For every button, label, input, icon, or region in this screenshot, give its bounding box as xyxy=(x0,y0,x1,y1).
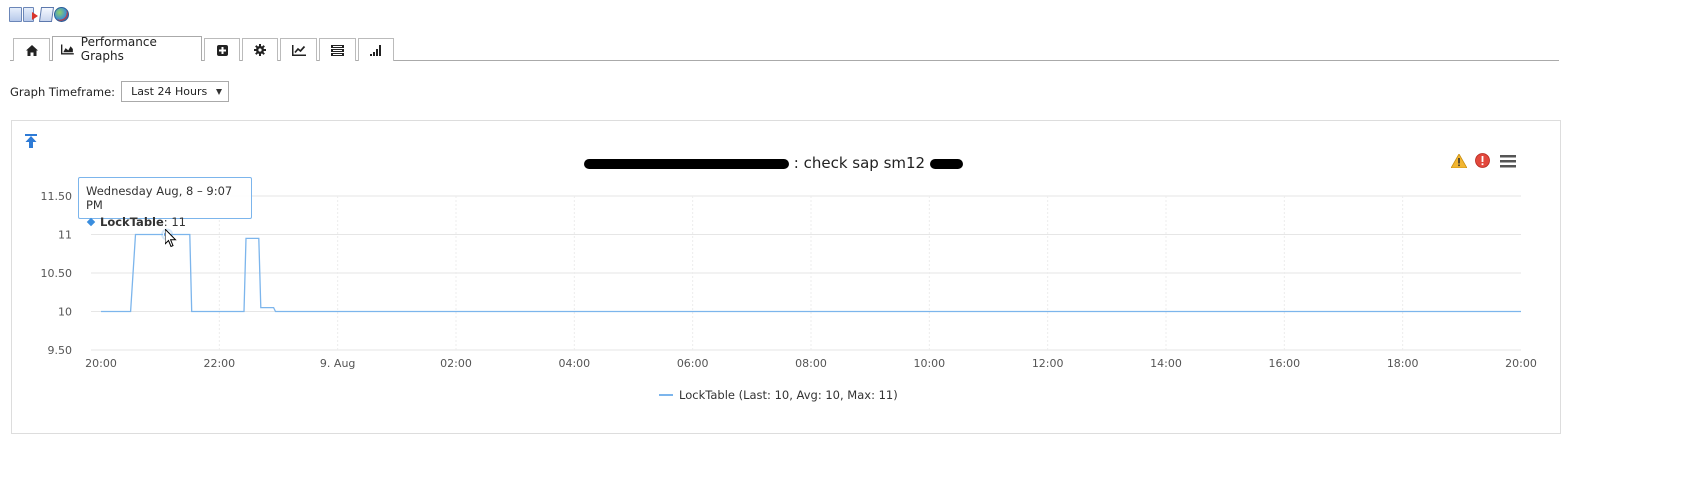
home-icon xyxy=(25,44,38,56)
series-line xyxy=(101,233,1521,313)
tab-signal[interactable] xyxy=(358,38,394,61)
x-tick-label: 02:00 xyxy=(440,357,472,370)
page-exit-icon[interactable] xyxy=(23,7,38,22)
tooltip-marker-icon xyxy=(86,217,96,227)
pin-icon[interactable] xyxy=(25,134,37,148)
x-tick-label: 9. Aug xyxy=(320,357,355,370)
x-tick-label: 12:00 xyxy=(1032,357,1064,370)
x-tick-label: 18:00 xyxy=(1387,357,1419,370)
x-tick-label: 22:00 xyxy=(203,357,235,370)
graph-panel: : check sap sm12 9.50 10 10.50 11 11.50 20:00… xyxy=(11,120,1561,434)
warning-icon[interactable] xyxy=(1451,153,1467,168)
chart-legend[interactable]: LockTable (Last: 10, Avg: 10, Max: 11) xyxy=(659,388,898,402)
toolbar-icons xyxy=(9,7,69,22)
line-chart-icon xyxy=(291,44,306,56)
tooltip-value: : 11 xyxy=(163,215,186,229)
error-icon[interactable] xyxy=(1475,153,1490,168)
gear-icon xyxy=(254,44,266,56)
tooltip-date: Wednesday Aug, 8 – 9:07 PM xyxy=(86,184,233,212)
timeframe-selected: Last 24 Hours xyxy=(131,85,208,98)
x-tick-label: 16:00 xyxy=(1268,357,1300,370)
y-tick-label: 10 xyxy=(58,306,72,319)
redacted-host xyxy=(584,158,789,169)
chevron-down-icon xyxy=(216,88,223,95)
plus-square-icon xyxy=(216,44,228,56)
tab-home[interactable] xyxy=(13,38,50,61)
line-chart: 9.50 10 10.50 11 11.50 20:00 22:00 9. Aug 02:00 0… xyxy=(41,190,1537,370)
x-tick-label: 08:00 xyxy=(795,357,827,370)
chart-icons xyxy=(1451,153,1516,168)
y-tick-label: 11.50 xyxy=(41,190,73,203)
y-tick-label: 10.50 xyxy=(41,267,73,280)
y-tick-label: 9.50 xyxy=(48,344,73,357)
chart-title: : check sap sm12 xyxy=(584,154,963,172)
tab-add[interactable] xyxy=(204,38,240,61)
mouse-cursor-icon xyxy=(165,229,177,248)
timeframe-label: Graph Timeframe: xyxy=(10,84,116,99)
chart-tooltip: Wednesday Aug, 8 – 9:07 PM LockTable : 1… xyxy=(78,177,252,229)
tooltip-series: LockTable xyxy=(100,215,164,229)
list-icon xyxy=(331,44,344,56)
tab-bar: Performance Graphs xyxy=(13,35,396,63)
menu-icon[interactable] xyxy=(1500,154,1516,168)
signal-bars-icon xyxy=(370,44,381,56)
tab-underline xyxy=(10,60,1559,61)
chart-title-text: : check sap sm12 xyxy=(793,154,926,172)
tab-settings[interactable] xyxy=(242,38,278,61)
legend-text: LockTable (Last: 10, Avg: 10, Max: 11) xyxy=(679,388,898,402)
timeframe-select[interactable]: Last 24 Hours xyxy=(121,81,230,102)
x-tick-label: 20:00 xyxy=(85,357,117,370)
legend-swatch xyxy=(659,394,673,396)
page-icon[interactable] xyxy=(9,7,22,22)
x-tick-label: 10:00 xyxy=(913,357,945,370)
tab-performance-graphs-label: Performance Graphs xyxy=(80,35,157,63)
tab-list[interactable] xyxy=(319,38,356,61)
y-tick-label: 11 xyxy=(58,229,72,242)
tab-line-chart[interactable] xyxy=(280,38,317,61)
redacted-suffix xyxy=(929,158,963,169)
graph-timeframe: Graph Timeframe: Last 24 Hours xyxy=(10,81,230,102)
x-tick-label: 06:00 xyxy=(677,357,709,370)
area-chart-icon xyxy=(61,43,74,55)
document-icon[interactable] xyxy=(38,7,55,22)
globe-icon[interactable] xyxy=(54,7,69,22)
x-tick-label: 14:00 xyxy=(1150,357,1182,370)
x-tick-label: 04:00 xyxy=(558,357,590,370)
x-tick-label: 20:00 xyxy=(1505,357,1537,370)
tab-performance-graphs[interactable]: Performance Graphs xyxy=(52,35,202,63)
